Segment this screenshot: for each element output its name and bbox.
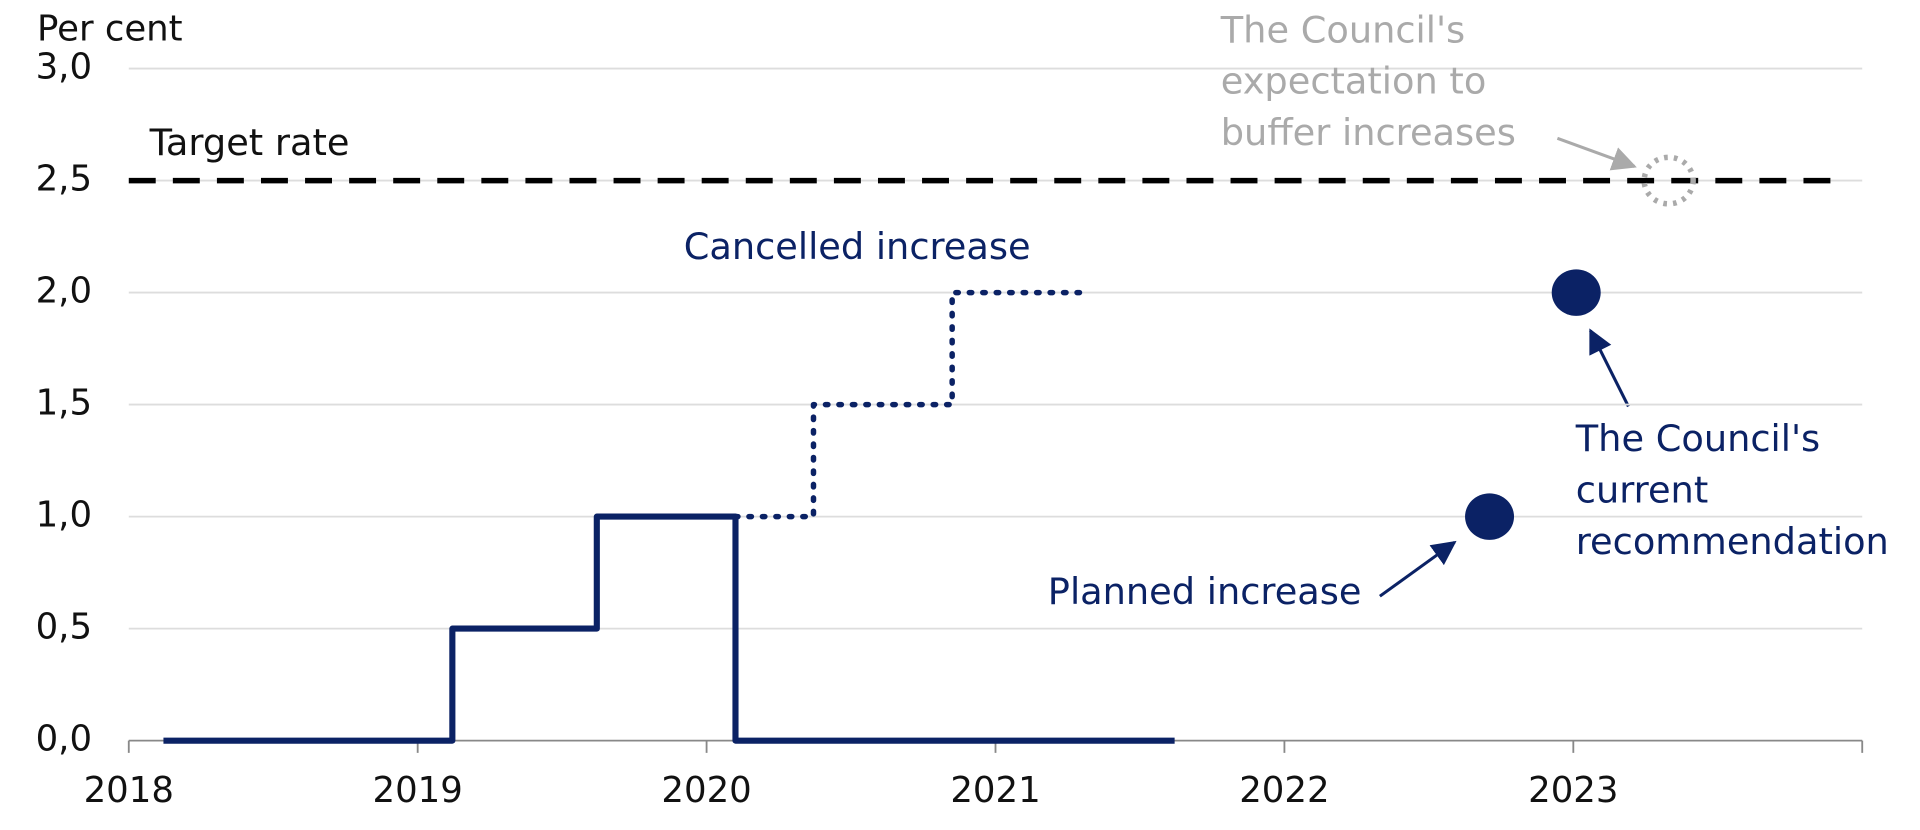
x-tick-label: 2022: [1239, 770, 1329, 811]
point: [1465, 493, 1515, 540]
y-axis-label: Per cent: [37, 9, 183, 50]
y-tick-label: 1,5: [36, 383, 92, 424]
annotation: Cancelled increase: [684, 225, 1031, 268]
y-tick-label: 3,0: [36, 47, 92, 88]
point: [1551, 269, 1601, 316]
x-tick-label: 2018: [84, 770, 174, 811]
annotation: The Council's: [1575, 417, 1820, 460]
x-tick-label: 2020: [661, 770, 751, 811]
arrow: [1556, 136, 1637, 171]
arrow: [1379, 540, 1457, 598]
annotation: Planned increase: [1048, 570, 1362, 613]
y-tick-label: 0,0: [36, 719, 92, 760]
y-tick-label: 2,0: [36, 271, 92, 312]
annotation: expectation to: [1221, 60, 1487, 103]
x-tick-label: 2019: [373, 770, 463, 811]
x-tick-label: 2021: [950, 770, 1040, 811]
arrow: [1589, 328, 1630, 408]
annotation: recommendation: [1576, 520, 1889, 563]
annotation: The Council's: [1220, 8, 1465, 51]
annotation: Target rate: [149, 121, 350, 164]
annotation: current: [1576, 469, 1708, 512]
series-line: [732, 289, 1091, 520]
x-tick-label: 2023: [1528, 770, 1618, 811]
y-tick-label: 2,5: [36, 159, 92, 200]
point: [1641, 154, 1696, 207]
y-tick-label: 1,0: [36, 495, 92, 536]
y-tick-label: 0,5: [36, 607, 92, 648]
series-line: [163, 513, 1175, 744]
annotation: buffer increases: [1221, 111, 1516, 154]
